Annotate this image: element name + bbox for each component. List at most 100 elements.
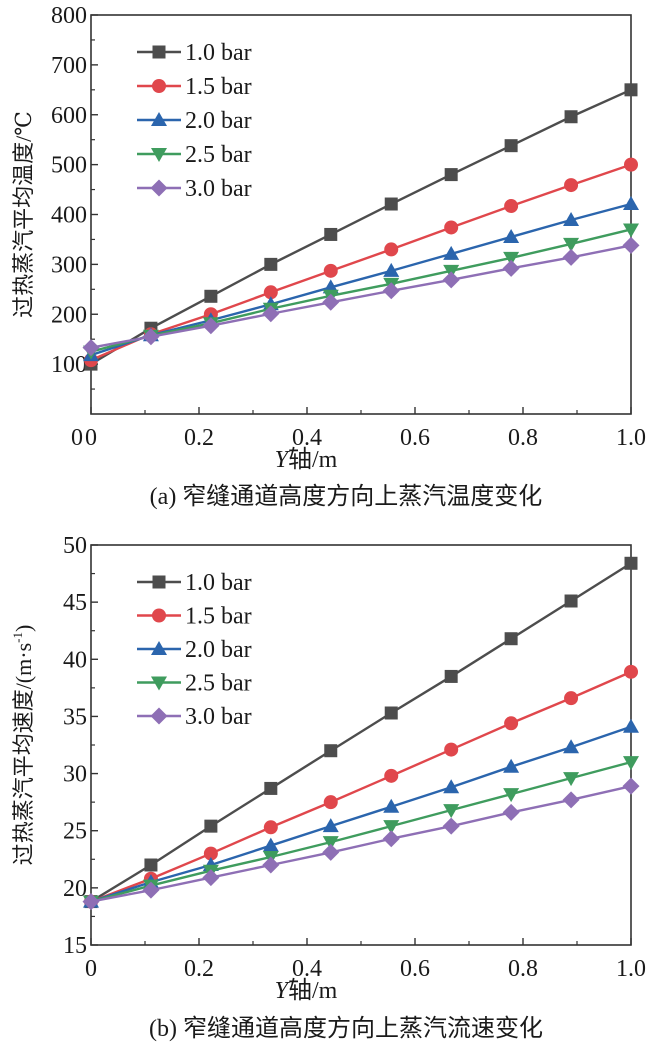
data-point	[563, 211, 580, 226]
x-axis-label-var: Y	[275, 447, 291, 473]
legend-label: 2.5 bar	[185, 671, 252, 697]
legend-marker	[152, 45, 166, 59]
data-point	[444, 168, 458, 182]
data-point	[504, 199, 519, 214]
legend-item: 1.0 bar	[137, 40, 252, 66]
legend-label: 1.5 bar	[185, 74, 252, 100]
y-tick-label: 30	[63, 762, 87, 788]
legend-marker	[151, 676, 167, 691]
y-tick-label: 45	[63, 590, 87, 616]
data-point	[142, 881, 160, 899]
legend-label: 1.0 bar	[185, 40, 252, 66]
data-point	[383, 798, 400, 813]
series-2-0-bar	[83, 718, 639, 908]
data-point	[144, 858, 158, 872]
x-tick-label: 1.0	[616, 956, 646, 982]
series-line	[90, 784, 632, 903]
x-tick-label: 0	[71, 425, 83, 451]
x-tick-label: 0.6	[400, 956, 430, 982]
data-point	[444, 742, 459, 757]
data-point	[322, 293, 340, 311]
data-point	[264, 257, 278, 271]
legend-marker	[150, 707, 168, 725]
x-tick-label: 0.4	[292, 956, 322, 982]
series-line	[90, 244, 632, 349]
y-tick-label: 50	[63, 533, 87, 559]
y-axis-label: 过热蒸汽平均温度/℃	[11, 111, 36, 318]
data-point	[383, 820, 400, 835]
data-point	[622, 236, 640, 254]
figure-caption: (a) 窄缝通道高度方向上蒸汽温度变化	[150, 483, 543, 510]
x-tick-label: 0.8	[508, 425, 538, 451]
data-point	[502, 259, 520, 277]
legend-item: 2.0 bar	[137, 637, 252, 663]
data-point	[564, 178, 579, 193]
data-point	[503, 788, 520, 803]
data-point	[322, 836, 339, 851]
data-point	[624, 157, 638, 172]
data-point	[204, 819, 218, 833]
y-axis-label-end: )	[11, 625, 36, 632]
data-point	[623, 718, 639, 733]
series-line	[90, 670, 632, 903]
legend-item: 1.0 bar	[137, 570, 252, 596]
legend-item: 1.5 bar	[137, 74, 252, 100]
data-point	[564, 691, 579, 706]
x-tick-label: 0.2	[184, 425, 214, 451]
series-line	[90, 562, 632, 903]
data-point	[503, 228, 520, 243]
x-tick-label: 0.4	[292, 425, 322, 451]
chart-a: 0 0.2 0.4 0.6 0.8 1.0 100 200 300 400 500 600 700 800…	[11, 3, 646, 510]
y-tick-label: 100	[51, 352, 87, 378]
data-point	[623, 223, 639, 238]
y-tick-label: 35	[63, 704, 87, 730]
series-3-0-bar	[82, 777, 640, 911]
data-point	[444, 669, 458, 683]
data-point	[442, 271, 460, 289]
data-point	[202, 317, 220, 335]
data-point	[384, 242, 399, 257]
legend-marker	[152, 575, 166, 589]
y-axis-label-text: 过热蒸汽平均温度/℃	[11, 111, 36, 318]
legend-label: 3.0 bar	[185, 704, 252, 730]
series-1-0-bar	[84, 556, 638, 909]
x-axis-label-unit: 轴/m	[288, 977, 338, 1004]
y-tick-label: 500	[51, 153, 87, 179]
series-line	[90, 725, 632, 903]
chart-b: 0 0.2 0.4 0.6 0.8 1.0 15 20 25 30 35 40 45 50 1.0 bar 1…	[10, 533, 646, 1042]
x-axis-label: Y轴/m	[275, 977, 338, 1004]
y-tick-label: 20	[63, 876, 87, 902]
data-point	[562, 791, 580, 809]
data-point	[503, 251, 520, 266]
legend-label: 1.5 bar	[185, 604, 252, 630]
data-point	[202, 869, 220, 887]
series-2-0-bar	[83, 196, 639, 362]
data-point	[563, 772, 580, 787]
y-tick-label: 800	[51, 3, 87, 29]
data-point	[504, 632, 518, 646]
data-point	[624, 556, 638, 570]
data-point	[82, 893, 100, 911]
x-tick-label: 0.8	[508, 956, 538, 982]
data-point	[504, 139, 518, 153]
series-line	[90, 228, 632, 353]
series-3-0-bar	[82, 236, 640, 357]
x-axis-label-var: Y	[275, 978, 291, 1004]
y-tick-label: 300	[51, 252, 87, 278]
data-point	[384, 706, 398, 720]
data-point	[264, 781, 278, 795]
data-point	[382, 830, 400, 848]
data-point	[443, 245, 460, 260]
data-point	[384, 197, 398, 211]
data-point	[203, 846, 218, 861]
x-tick-label: 0.6	[400, 425, 430, 451]
data-point	[263, 285, 278, 300]
x-axis-label-unit: 轴/m	[288, 446, 338, 473]
data-point	[82, 339, 100, 357]
y-tick-label: 700	[51, 53, 87, 79]
legend-label: 1.0 bar	[185, 570, 252, 596]
legend-label: 2.0 bar	[185, 637, 252, 663]
legend-marker	[151, 148, 167, 162]
data-point	[624, 83, 638, 97]
